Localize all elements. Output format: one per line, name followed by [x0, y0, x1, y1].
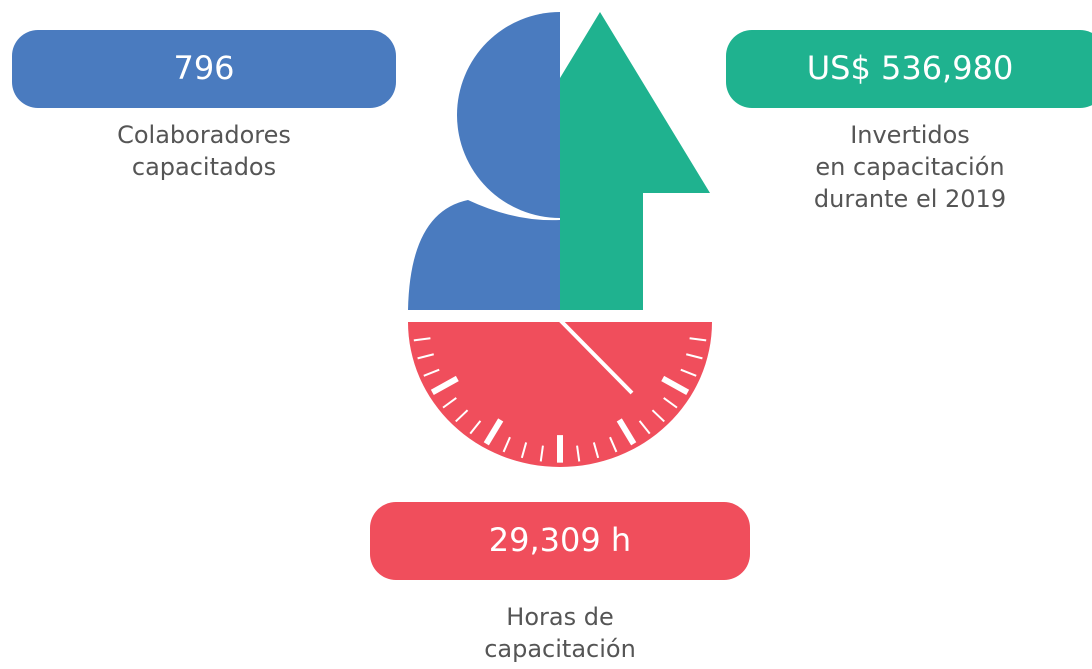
- stat-value: 796: [173, 49, 234, 87]
- clock-tick: [686, 353, 703, 360]
- clock-tick: [663, 397, 678, 409]
- stat-value: US$ 536,980: [807, 49, 1014, 87]
- clock-tick: [616, 418, 637, 446]
- clock-hand: [558, 318, 634, 395]
- pill-blue: [12, 30, 396, 108]
- clock-tick: [520, 442, 528, 459]
- stat-label: Horas de: [506, 603, 613, 631]
- icon: [408, 12, 712, 467]
- clock-tick: [651, 409, 665, 423]
- clock-tick: [455, 409, 469, 423]
- clock-tick: [689, 337, 707, 342]
- clock-tick: [539, 445, 544, 462]
- clock-tick: [417, 353, 434, 360]
- clock-tick: [483, 418, 504, 446]
- clock-tick: [661, 375, 690, 395]
- clock-tick: [442, 397, 457, 409]
- stat-label: en capacitación: [815, 153, 1004, 181]
- clock-tick: [609, 436, 618, 453]
- clock-tick: [469, 420, 482, 435]
- stat-label: capacitación: [484, 635, 636, 663]
- stat-label: capacitados: [132, 153, 276, 181]
- pill-green: [726, 30, 1092, 108]
- stat-label: durante el 2019: [814, 185, 1006, 213]
- clock-tick: [423, 368, 440, 377]
- clock-tick: [592, 442, 600, 459]
- clock-tick: [502, 436, 511, 453]
- clock-face: [408, 322, 712, 467]
- arrow: [560, 12, 710, 310]
- stat-label: Colaboradores: [117, 121, 291, 149]
- clock-tick: [430, 375, 459, 395]
- stat-value: 29,309 h: [489, 521, 631, 559]
- clock-tick: [576, 445, 581, 462]
- clock-tick: [680, 368, 697, 377]
- clock-tick: [413, 337, 431, 342]
- stat-label: Invertidos: [850, 121, 970, 149]
- person-body: [408, 200, 560, 310]
- pill-red: [370, 502, 750, 580]
- person-head: [457, 12, 560, 218]
- clock-tick: [638, 420, 651, 435]
- clock: [408, 318, 712, 467]
